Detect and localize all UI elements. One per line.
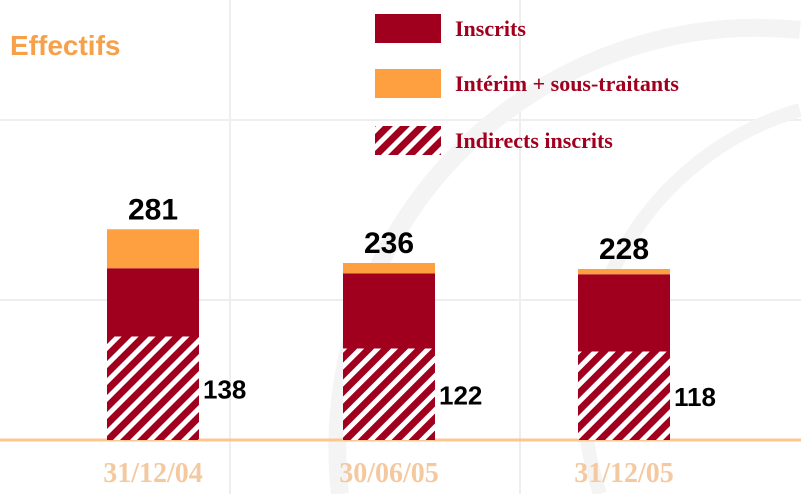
bar-segment	[578, 351, 670, 440]
x-tick-label: 30/06/05	[339, 458, 439, 489]
legend-label: Inscrits	[455, 16, 526, 41]
legend-label: Indirects inscrits	[455, 128, 613, 153]
x-tick-label: 31/12/04	[103, 458, 203, 489]
bar-segment	[578, 274, 670, 352]
bar-segment	[343, 273, 435, 349]
bar-segment	[107, 336, 199, 440]
legend-label: Intérim + sous-traitants	[455, 71, 679, 96]
bar-segment	[343, 348, 435, 440]
total-label: 228	[599, 233, 649, 266]
legend-swatch	[375, 14, 441, 43]
bar-segment	[107, 268, 199, 337]
bar-segment	[107, 229, 199, 269]
bar-segment	[578, 269, 670, 275]
x-tick-label: 31/12/05	[574, 458, 674, 489]
total-label: 281	[128, 193, 178, 226]
legend-swatch	[375, 126, 441, 155]
total-label: 236	[364, 227, 414, 260]
segment-label: 138	[203, 374, 246, 404]
chart-title: Effectifs	[10, 30, 120, 61]
segment-label: 122	[439, 380, 482, 410]
legend-swatch	[375, 69, 441, 98]
segment-label: 118	[674, 382, 716, 412]
bar-segment	[343, 263, 435, 274]
